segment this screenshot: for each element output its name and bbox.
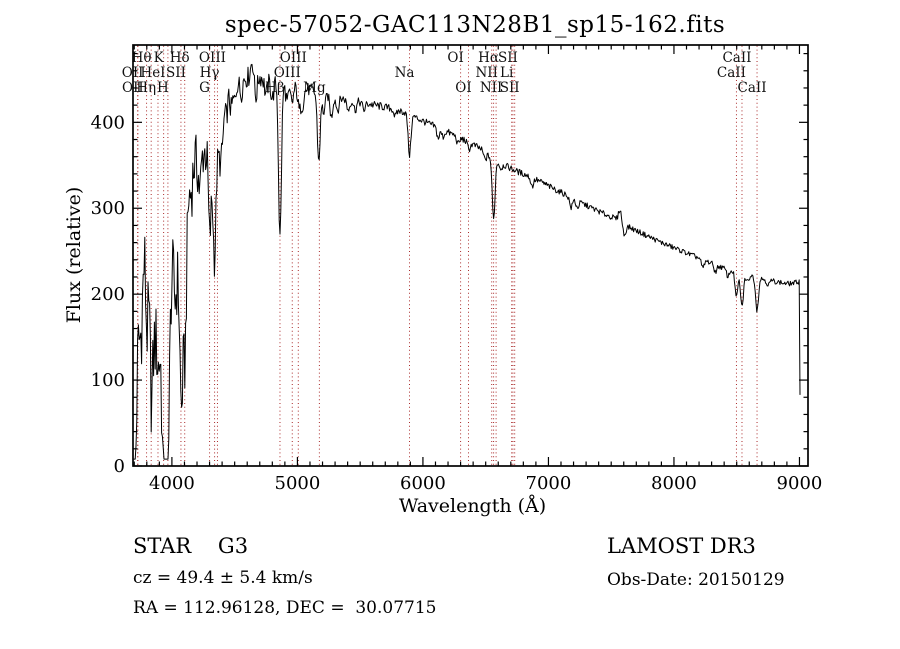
spectral-line-label: Na xyxy=(395,65,415,81)
spectral-line-label: OIII xyxy=(280,50,307,66)
spectral-line-label: CaII xyxy=(738,80,767,96)
y-tick-label: 300 xyxy=(91,198,125,219)
spectral-line-label: Hα xyxy=(478,50,499,66)
spectral-line-label: Hθ xyxy=(132,50,152,66)
x-tick-label: 7000 xyxy=(526,473,572,494)
object-class-label: STAR G3 xyxy=(133,534,249,558)
spectral-line-label: CaII xyxy=(717,65,746,81)
spectral-line-label: CaII xyxy=(722,50,751,66)
y-tick-label: 100 xyxy=(91,370,125,391)
y-tick-label: 200 xyxy=(91,284,125,305)
spectral-line-label: H xyxy=(157,80,169,96)
spectral-line-label: HeI xyxy=(140,65,165,81)
y-tick-label: 400 xyxy=(91,112,125,133)
spectral-line-label: Hη xyxy=(136,80,156,96)
spectral-line-label: SII xyxy=(166,65,186,81)
spectral-line-label: G xyxy=(199,80,210,96)
spectral-line-label: NII xyxy=(475,65,497,81)
x-axis-title: Wavelength (Å) xyxy=(398,495,547,517)
spectral-line-label: Hδ xyxy=(170,50,190,66)
plot-title: spec-57052-GAC113N28B1_sp15-162.fits xyxy=(224,12,726,38)
spectral-line-label: NII xyxy=(480,80,502,96)
radial-velocity-label: cz = 49.4 ± 5.4 km/s xyxy=(133,568,313,588)
spectral-line-label: K xyxy=(154,50,165,66)
spectral-line-label: SII xyxy=(498,50,518,66)
y-tick-label: 0 xyxy=(114,456,125,477)
spectral-line-label: OI xyxy=(455,80,471,96)
x-tick-label: 9000 xyxy=(777,473,823,494)
spectral-line-label: OIII xyxy=(274,65,301,81)
x-tick-label: 8000 xyxy=(651,473,697,494)
survey-release-label: LAMOST DR3 xyxy=(607,534,756,558)
spectral-line-label: OIII xyxy=(199,50,226,66)
spectral-line-label: Li xyxy=(500,65,514,81)
spectral-line-label: SII xyxy=(500,80,520,96)
spectrum-path xyxy=(133,63,801,460)
spectral-line-label: Hγ xyxy=(200,65,220,81)
ra-dec-label: RA = 112.96128, DEC = 30.07715 xyxy=(133,598,437,618)
spectral-line-label: Hβ xyxy=(265,80,285,96)
spectral-line-label: OI xyxy=(447,50,463,66)
obs-date-label: Obs-Date: 20150129 xyxy=(607,570,785,590)
x-tick-label: 6000 xyxy=(400,473,446,494)
plot-border xyxy=(132,44,809,467)
x-tick-label: 4000 xyxy=(149,473,195,494)
x-tick-label: 5000 xyxy=(275,473,321,494)
y-axis-title: Flux (relative) xyxy=(63,186,85,324)
spectral-line-label: Mg xyxy=(303,80,326,96)
